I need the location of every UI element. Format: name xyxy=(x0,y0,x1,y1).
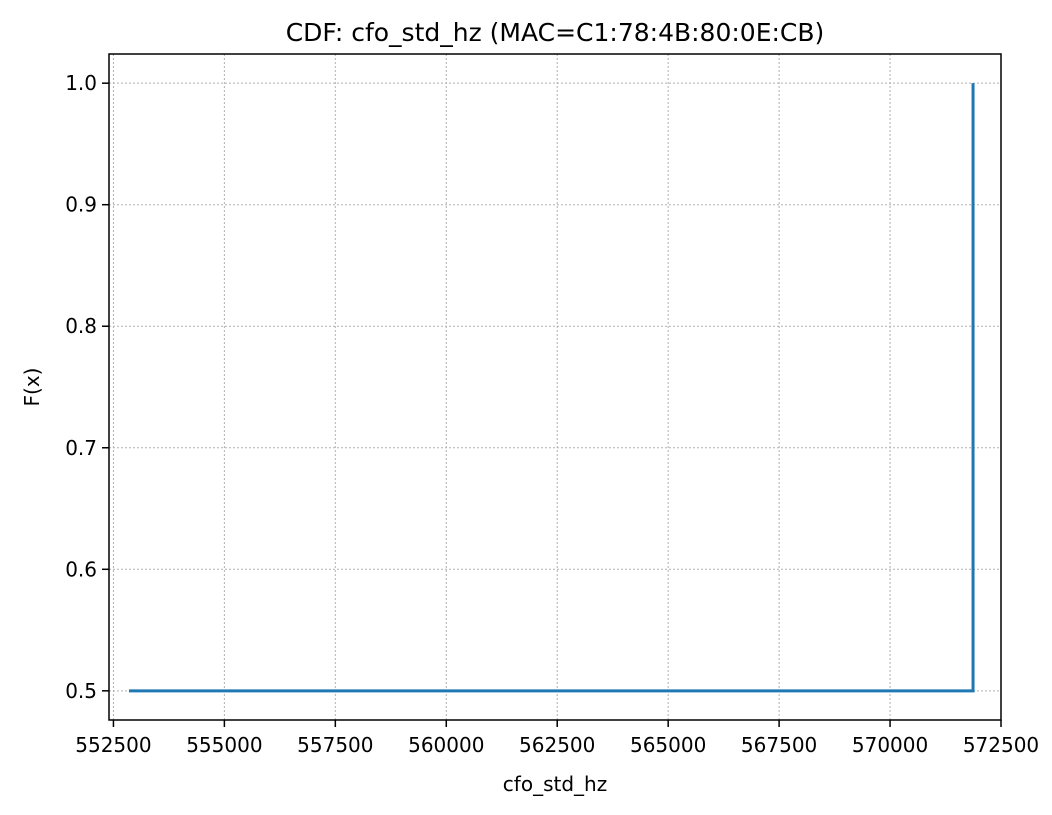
cdf-series-line xyxy=(128,83,975,693)
x-tick-label: 572500 xyxy=(963,733,1039,757)
data-series xyxy=(128,83,975,693)
x-tick-label: 560000 xyxy=(408,733,484,757)
x-tick-label: 555000 xyxy=(186,733,262,757)
x-tick-label: 565000 xyxy=(630,733,706,757)
y-tick-label: 1.0 xyxy=(65,71,97,95)
plot-frame xyxy=(108,53,1002,721)
x-tick-label: 567500 xyxy=(741,733,817,757)
y-tick-label: 0.6 xyxy=(65,557,97,581)
x-tick-label: 570000 xyxy=(852,733,928,757)
y-tick-label: 0.5 xyxy=(65,679,97,703)
x-tick-label: 557500 xyxy=(297,733,373,757)
x-tick-label: 562500 xyxy=(519,733,595,757)
chart-title: CDF: cfo_std_hz (MAC=C1:78:4B:80:0E:CB) xyxy=(286,18,825,47)
x-axis: 552500 555000 557500 560000 562500 565000 5675… xyxy=(75,720,1039,757)
x-tick-label: 552500 xyxy=(75,733,151,757)
y-axis-label: F(x) xyxy=(20,368,44,407)
y-tick-label: 0.7 xyxy=(65,436,97,460)
y-tick-label: 0.8 xyxy=(65,314,97,338)
y-tick-label: 0.9 xyxy=(65,193,97,217)
x-axis-label: cfo_std_hz xyxy=(503,772,607,796)
grid-lines xyxy=(109,54,1002,720)
y-axis: 0.5 0.6 0.7 0.8 0.9 1.0 xyxy=(65,71,109,703)
